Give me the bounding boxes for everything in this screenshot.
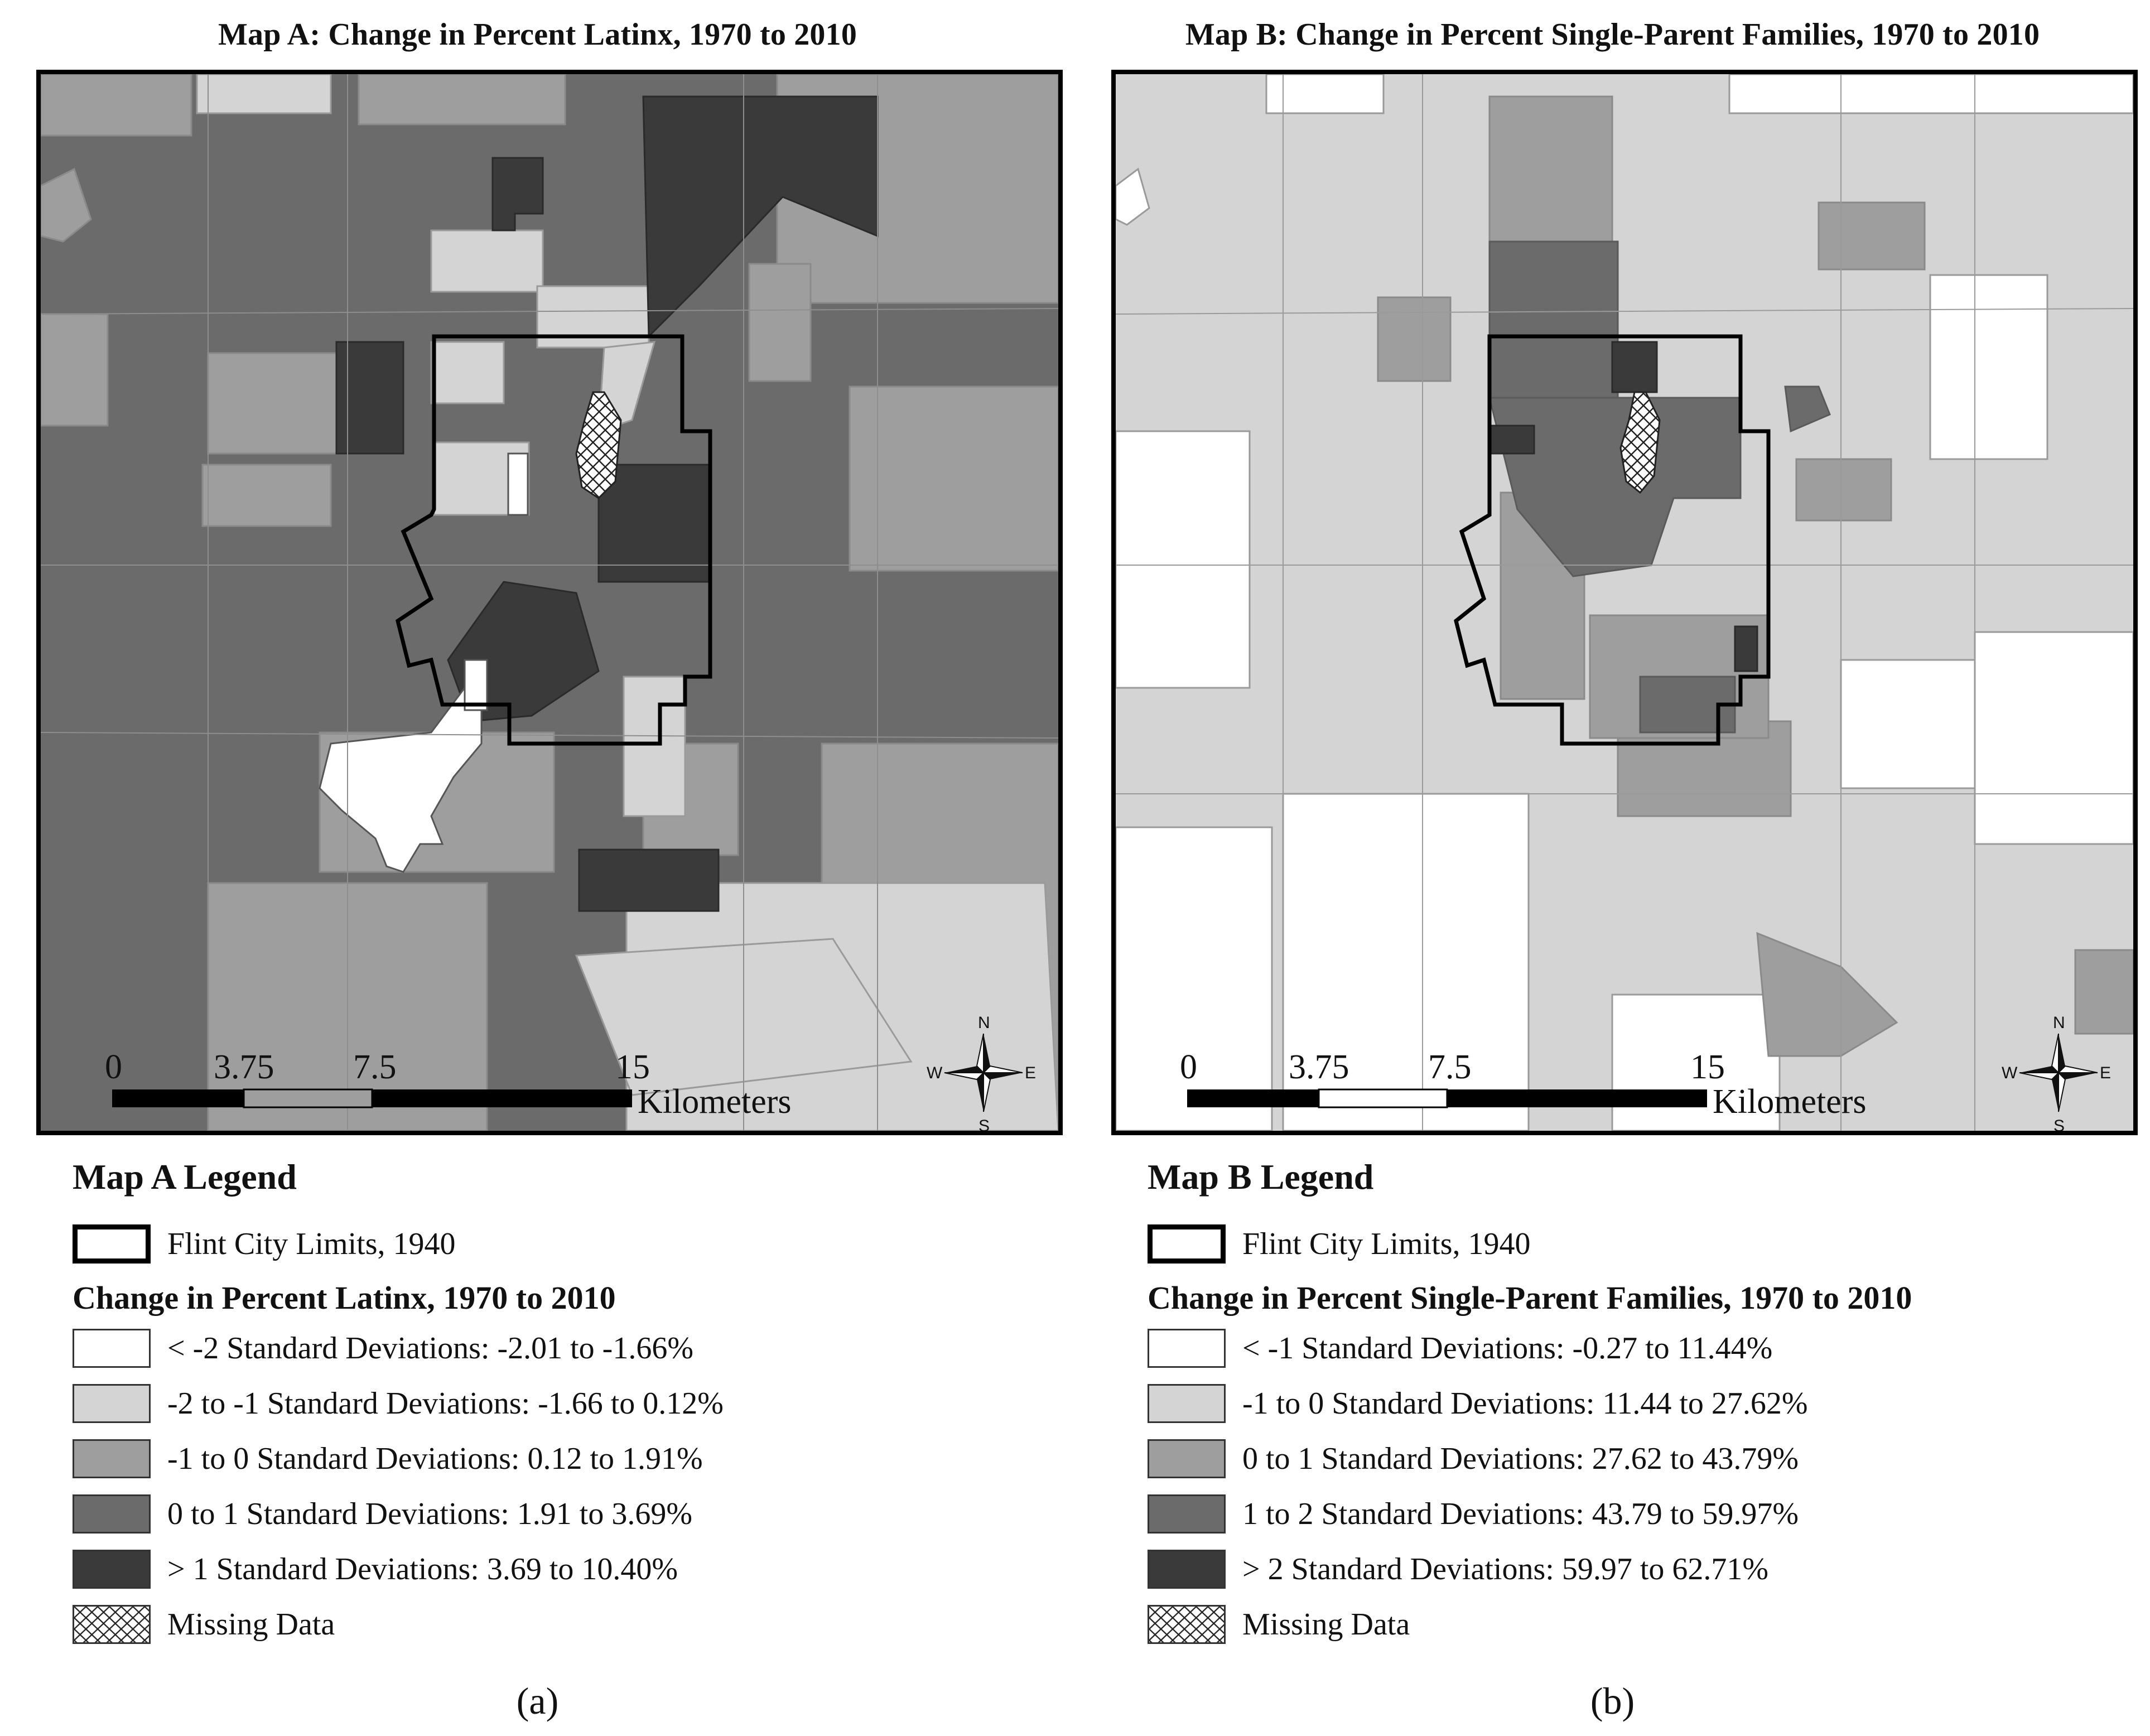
map-b-legend-boundary: Flint City Limits, 1940 xyxy=(1148,1216,2141,1271)
class-swatch xyxy=(73,1549,151,1589)
map-a-tract-boundaries xyxy=(41,74,1058,1131)
map-b-scale-label-0: 0 xyxy=(1180,1048,1197,1086)
map-b-tracts-1-to-2 xyxy=(1488,240,1831,734)
map-b-frame: 0 3.75 7.5 15 Kilometers N S E W xyxy=(1111,70,2138,1135)
class-label: -1 to 0 Standard Deviations: 0.12 to 1.9… xyxy=(167,1441,703,1476)
map-b-scale-label-7-5: 7.5 xyxy=(1428,1048,1472,1086)
map-b-scale-unit: Kilometers xyxy=(1713,1083,1867,1121)
map-b-caption: (b) xyxy=(1590,1680,1635,1722)
map-b-legend-class-1: < -1 Standard Deviations: -0.27 to 11.44… xyxy=(1148,1320,2141,1376)
boundary-swatch xyxy=(73,1224,151,1264)
map-a-legend-subtitle: Change in Percent Latinx, 1970 to 2010 xyxy=(73,1280,616,1316)
map-a-legend-class-2: -2 to -1 Standard Deviations: -1.66 to 0… xyxy=(73,1376,1066,1431)
class-label: > 1 Standard Deviations: 3.69 to 10.40% xyxy=(167,1551,678,1586)
map-a-east-label: E xyxy=(1025,1064,1036,1082)
map-a-north-arrow-icon: N S E W xyxy=(927,1014,1036,1131)
map-a-legend-class-4: 0 to 1 Standard Deviations: 1.91 to 3.69… xyxy=(73,1486,1066,1541)
class-label: -2 to -1 Standard Deviations: -1.66 to 0… xyxy=(167,1386,724,1421)
map-b-city-limits-1940 xyxy=(1454,334,1771,746)
map-a-west-label: W xyxy=(927,1064,943,1082)
class-label: 0 to 1 Standard Deviations: 1.91 to 3.69… xyxy=(167,1496,693,1531)
map-b-legend-class-5: > 2 Standard Deviations: 59.97 to 62.71% xyxy=(1148,1541,2141,1597)
map-b-legend-class-4: 1 to 2 Standard Deviations: 43.79 to 59.… xyxy=(1148,1486,2141,1541)
map-a-caption: (a) xyxy=(516,1680,559,1722)
map-b-east-label: E xyxy=(2100,1064,2111,1082)
map-b-panel: Map B: Change in Percent Single-Parent F… xyxy=(1075,0,2150,1736)
class-swatch xyxy=(1148,1439,1226,1478)
map-a-scale-label-3-75: 3.75 xyxy=(214,1048,274,1086)
map-a-scale-label-7-5: 7.5 xyxy=(353,1048,397,1086)
map-a-legend-class-3: -1 to 0 Standard Deviations: 0.12 to 1.9… xyxy=(73,1431,1066,1486)
missing-data-label: Missing Data xyxy=(167,1607,335,1642)
map-b-west-label: W xyxy=(2002,1064,2018,1082)
map-a-boundary-label: Flint City Limits, 1940 xyxy=(167,1226,456,1261)
map-a-scale-bar: 0 3.75 7.5 15 Kilometers xyxy=(105,1048,792,1121)
map-a-panel: Map A: Change in Percent Latinx, 1970 to… xyxy=(36,17,1066,1722)
map-a-missing-data-area xyxy=(575,391,622,499)
boundary-swatch xyxy=(1148,1224,1226,1264)
missing-data-swatch xyxy=(73,1604,151,1644)
map-b-legend: Map B Legend Flint City Limits, 1940 Cha… xyxy=(1148,1155,2141,1652)
class-label: -1 to 0 Standard Deviations: 11.44 to 27… xyxy=(1242,1386,1808,1421)
map-a-scale-unit: Kilometers xyxy=(638,1083,792,1121)
map-b-missing-data-area xyxy=(1619,391,1661,494)
map-a-caption-letter: a xyxy=(529,1680,546,1722)
map-b-legend-class-2: -1 to 0 Standard Deviations: 11.44 to 27… xyxy=(1148,1376,2141,1431)
class-label: < -1 Standard Deviations: -0.27 to 11.44… xyxy=(1242,1330,1773,1366)
map-b-north-label: N xyxy=(2053,1014,2065,1032)
map-b-legend-subtitle: Change in Percent Single-Parent Families… xyxy=(1148,1280,1912,1316)
map-a-frame: 0 3.75 7.5 15 Kilometers N S E W xyxy=(36,70,1063,1135)
map-a-legend-boundary: Flint City Limits, 1940 xyxy=(73,1216,1066,1271)
map-b-boundary-label: Flint City Limits, 1940 xyxy=(1242,1226,1531,1261)
map-a-canvas: 0 3.75 7.5 15 Kilometers N S E W xyxy=(41,74,1058,1131)
class-swatch xyxy=(1148,1549,1226,1589)
map-a-scale-label-0: 0 xyxy=(105,1048,122,1086)
missing-data-label: Missing Data xyxy=(1242,1607,1410,1642)
map-a-tracts-lt-minus2 xyxy=(319,452,529,873)
map-a-city-limits-1940 xyxy=(396,334,712,746)
class-swatch xyxy=(1148,1383,1226,1423)
map-a-scale-label-15: 15 xyxy=(615,1048,650,1086)
map-a-title: Map A: Change in Percent Latinx, 1970 to… xyxy=(218,17,857,52)
map-a-legend-missing: Missing Data xyxy=(73,1597,1066,1652)
map-b-legend-class-3: 0 to 1 Standard Deviations: 27.62 to 43.… xyxy=(1148,1431,2141,1486)
class-swatch xyxy=(73,1328,151,1368)
map-a-legend-class-1: < -2 Standard Deviations: -2.01 to -1.66… xyxy=(73,1320,1066,1376)
map-b-scale-bar: 0 3.75 7.5 15 Kilometers xyxy=(1180,1048,1867,1121)
class-label: 0 to 1 Standard Deviations: 27.62 to 43.… xyxy=(1242,1441,1799,1476)
map-b-south-label: S xyxy=(2053,1117,2065,1131)
map-a-south-label: S xyxy=(978,1117,990,1131)
map-a-north-label: N xyxy=(978,1014,990,1032)
class-label: 1 to 2 Standard Deviations: 43.79 to 59.… xyxy=(1242,1496,1799,1531)
class-swatch xyxy=(73,1439,151,1478)
map-a-legend-class-5: > 1 Standard Deviations: 3.69 to 10.40% xyxy=(73,1541,1066,1597)
map-b-legend-missing: Missing Data xyxy=(1148,1597,2141,1652)
map-b-tract-boundaries xyxy=(1116,74,2133,1131)
map-a-legend-title: Map A Legend xyxy=(73,1157,297,1197)
map-a-legend: Map A Legend Flint City Limits, 1940 Cha… xyxy=(73,1155,1066,1652)
class-swatch xyxy=(1148,1328,1226,1368)
class-label: > 2 Standard Deviations: 59.97 to 62.71% xyxy=(1242,1551,1769,1586)
map-b-scale-label-3-75: 3.75 xyxy=(1289,1048,1349,1086)
map-b-tracts-lt-minus1 xyxy=(1116,74,2133,1131)
map-b-caption-letter: b xyxy=(1603,1680,1622,1722)
map-b-north-arrow-icon: N S E W xyxy=(2002,1014,2111,1131)
class-swatch xyxy=(1148,1494,1226,1534)
class-swatch xyxy=(73,1494,151,1534)
map-b-canvas: 0 3.75 7.5 15 Kilometers N S E W xyxy=(1116,74,2133,1131)
map-b-tracts-gt2 xyxy=(1488,341,1758,672)
map-b-scale-label-15: 15 xyxy=(1690,1048,1725,1086)
map-b-title: Map B: Change in Percent Single-Parent F… xyxy=(1185,17,2040,52)
class-label: < -2 Standard Deviations: -2.01 to -1.66… xyxy=(167,1330,693,1366)
class-swatch xyxy=(73,1383,151,1423)
map-b-legend-title: Map B Legend xyxy=(1148,1157,1374,1197)
missing-data-swatch xyxy=(1148,1604,1226,1644)
